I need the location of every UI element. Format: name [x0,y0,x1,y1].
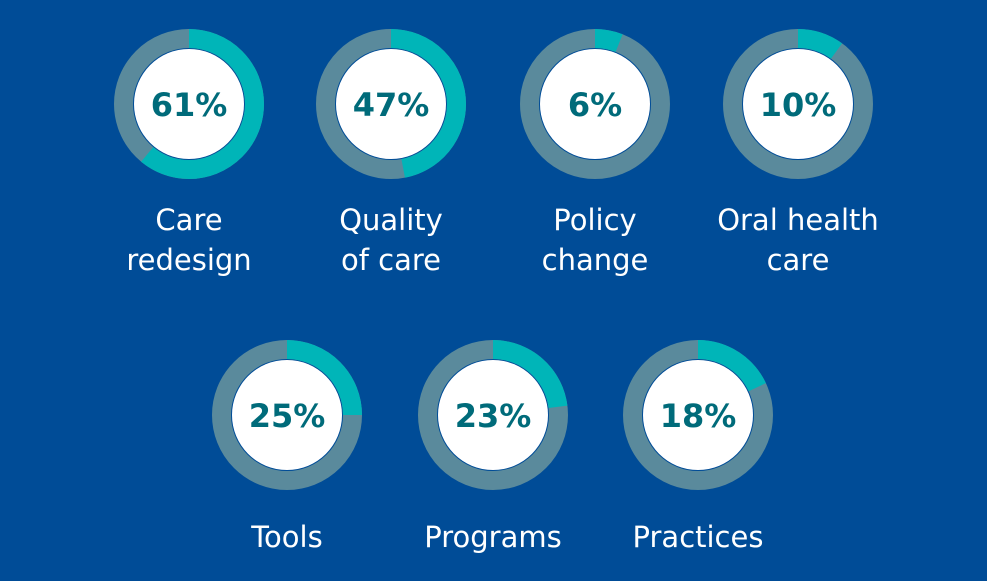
data-label-oral-health-care: 10% [760,86,837,124]
donut-tools: 25% [212,340,362,490]
donut-oral-health-care: 10% [723,29,873,179]
donut-practices: 18% [623,340,773,490]
category-label-oral-health-care: Oral health care [688,200,908,280]
donut-filled-arc-practices [623,340,773,490]
donut-center-policy-change [540,49,650,159]
donut-quality-of-care: 47% [316,29,466,179]
category-label-line: Programs [424,520,562,554]
category-label-line: of care [340,243,441,277]
category-label-programs: Programs [383,517,603,557]
donut-filled-arc-quality-of-care [316,29,466,179]
category-label-line: Oral health [717,203,879,237]
donut-filled-arc-oral-health-care [723,29,873,179]
data-label-policy-change: 6% [568,86,622,124]
donut-center-programs [438,360,548,470]
donut-center-care-redesign [134,49,244,159]
category-label-line: Practices [632,520,764,554]
donut-filled-arc-programs [418,340,568,490]
category-label-line: Tools [251,520,323,554]
donut-center-practices [643,360,753,470]
donut-center-oral-health-care [743,49,853,159]
data-label-practices: 18% [660,397,737,435]
donut-care-redesign: 61% [114,29,264,179]
donut-center-tools [232,360,342,470]
donut-center-quality-of-care [336,49,446,159]
category-label-policy-change: Policy change [485,200,705,280]
category-label-line: care [766,243,830,277]
category-label-practices: Practices [588,517,808,557]
data-label-care-redesign: 61% [151,86,228,124]
donut-programs: 23% [418,340,568,490]
category-label-line: Quality [339,203,443,237]
data-label-quality-of-care: 47% [353,86,430,124]
donut-policy-change: 6% [520,29,670,179]
category-label-line: change [541,243,649,277]
category-label-tools: Tools [177,517,397,557]
category-label-line: redesign [126,243,252,277]
donut-filled-arc-care-redesign [114,29,264,179]
category-label-line: Care [155,203,223,237]
donut-filled-arc-policy-change [520,29,670,179]
donut-filled-arc-tools [212,340,362,490]
data-label-tools: 25% [249,397,326,435]
category-label-quality-of-care: Quality of care [281,200,501,280]
category-label-care-redesign: Care redesign [79,200,299,280]
data-label-programs: 23% [455,397,532,435]
category-label-line: Policy [553,203,637,237]
